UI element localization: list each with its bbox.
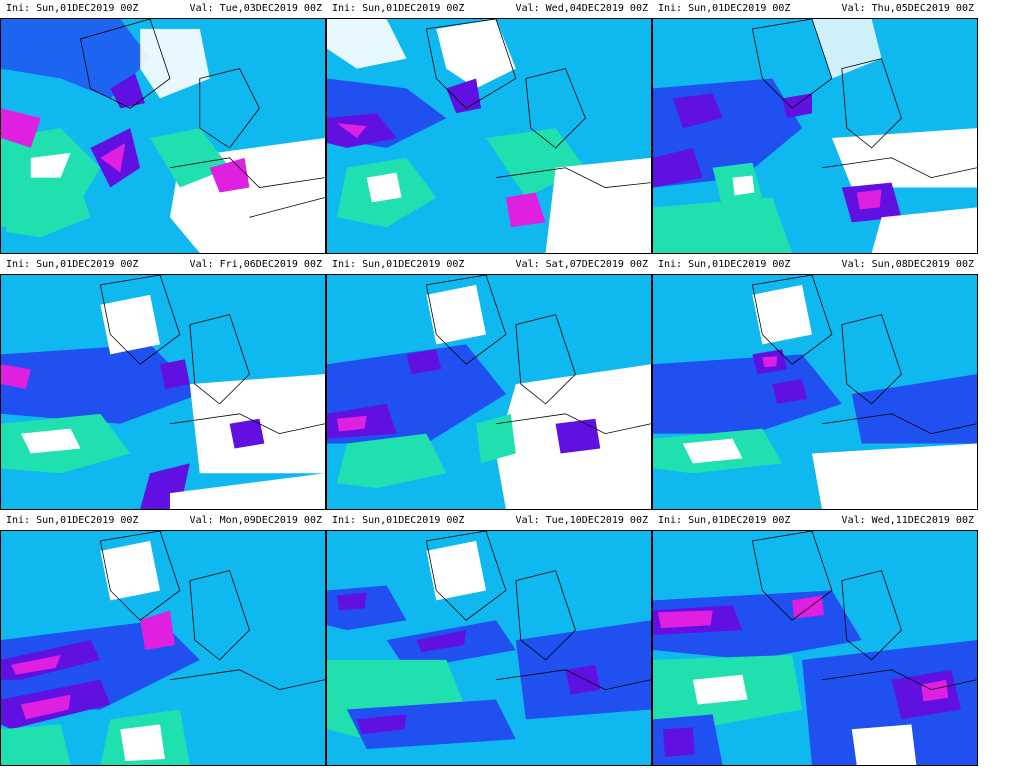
forecast-field — [1, 19, 325, 253]
panel-header: Ini: Sun,01DEC2019 00Z Val: Wed,11DEC201… — [652, 512, 978, 530]
valid-time-label: Val: Sun,08DEC2019 00Z — [841, 259, 974, 270]
forecast-map — [0, 530, 326, 766]
init-time-label: Ini: Sun,01DEC2019 00Z — [658, 3, 791, 14]
forecast-map — [0, 18, 326, 254]
forecast-panel-8: Ini: Sun,01DEC2019 00Z Val: Tue,10DEC201… — [326, 512, 652, 768]
forecast-map — [326, 530, 652, 766]
forecast-panel-3: Ini: Sun,01DEC2019 00Z Val: Thu,05DEC201… — [652, 0, 978, 256]
panel-header: Ini: Sun,01DEC2019 00Z Val: Fri,06DEC201… — [0, 256, 326, 274]
forecast-field — [327, 531, 651, 765]
forecast-panel-1: Ini: Sun,01DEC2019 00Z Val: Tue,03DEC201… — [0, 0, 326, 256]
forecast-field — [653, 531, 977, 765]
init-time-label: Ini: Sun,01DEC2019 00Z — [332, 515, 465, 526]
forecast-panel-4: Ini: Sun,01DEC2019 00Z Val: Fri,06DEC201… — [0, 256, 326, 512]
init-time-label: Ini: Sun,01DEC2019 00Z — [658, 259, 791, 270]
forecast-map — [326, 274, 652, 510]
init-time-label: Ini: Sun,01DEC2019 00Z — [6, 515, 139, 526]
forecast-panel-9: Ini: Sun,01DEC2019 00Z Val: Wed,11DEC201… — [652, 512, 978, 768]
forecast-map — [652, 530, 978, 766]
valid-time-label: Val: Tue,10DEC2019 00Z — [515, 515, 648, 526]
init-time-label: Ini: Sun,01DEC2019 00Z — [332, 3, 465, 14]
panel-header: Ini: Sun,01DEC2019 00Z Val: Thu,05DEC201… — [652, 0, 978, 18]
init-time-label: Ini: Sun,01DEC2019 00Z — [658, 515, 791, 526]
forecast-map — [652, 274, 978, 510]
forecast-panel-2: Ini: Sun,01DEC2019 00Z Val: Wed,04DEC201… — [326, 0, 652, 256]
panel-header: Ini: Sun,01DEC2019 00Z Val: Sat,07DEC201… — [326, 256, 652, 274]
forecast-field — [1, 275, 325, 509]
forecast-field — [653, 275, 977, 509]
valid-time-label: Val: Fri,06DEC2019 00Z — [189, 259, 322, 270]
forecast-panel-5: Ini: Sun,01DEC2019 00Z Val: Sat,07DEC201… — [326, 256, 652, 512]
valid-time-label: Val: Thu,05DEC2019 00Z — [841, 3, 974, 14]
valid-time-label: Val: Mon,09DEC2019 00Z — [189, 515, 322, 526]
forecast-field — [1, 531, 325, 765]
forecast-map — [652, 18, 978, 254]
init-time-label: Ini: Sun,01DEC2019 00Z — [6, 3, 139, 14]
valid-time-label: Val: Wed,11DEC2019 00Z — [841, 515, 974, 526]
panel-header: Ini: Sun,01DEC2019 00Z Val: Tue,10DEC201… — [326, 512, 652, 530]
forecast-map — [0, 274, 326, 510]
forecast-map — [326, 18, 652, 254]
panel-header: Ini: Sun,01DEC2019 00Z Val: Mon,09DEC201… — [0, 512, 326, 530]
forecast-panel-6: Ini: Sun,01DEC2019 00Z Val: Sun,08DEC201… — [652, 256, 978, 512]
panel-header: Ini: Sun,01DEC2019 00Z Val: Wed,04DEC201… — [326, 0, 652, 18]
valid-time-label: Val: Sat,07DEC2019 00Z — [515, 259, 648, 270]
valid-time-label: Val: Tue,03DEC2019 00Z — [189, 3, 322, 14]
forecast-field — [327, 275, 651, 509]
init-time-label: Ini: Sun,01DEC2019 00Z — [332, 259, 465, 270]
panel-header: Ini: Sun,01DEC2019 00Z Val: Sun,08DEC201… — [652, 256, 978, 274]
forecast-panel-7: Ini: Sun,01DEC2019 00Z Val: Mon,09DEC201… — [0, 512, 326, 768]
valid-time-label: Val: Wed,04DEC2019 00Z — [515, 3, 648, 14]
forecast-field — [653, 19, 977, 253]
forecast-field — [327, 19, 651, 253]
panel-header: Ini: Sun,01DEC2019 00Z Val: Tue,03DEC201… — [0, 0, 326, 18]
init-time-label: Ini: Sun,01DEC2019 00Z — [6, 259, 139, 270]
